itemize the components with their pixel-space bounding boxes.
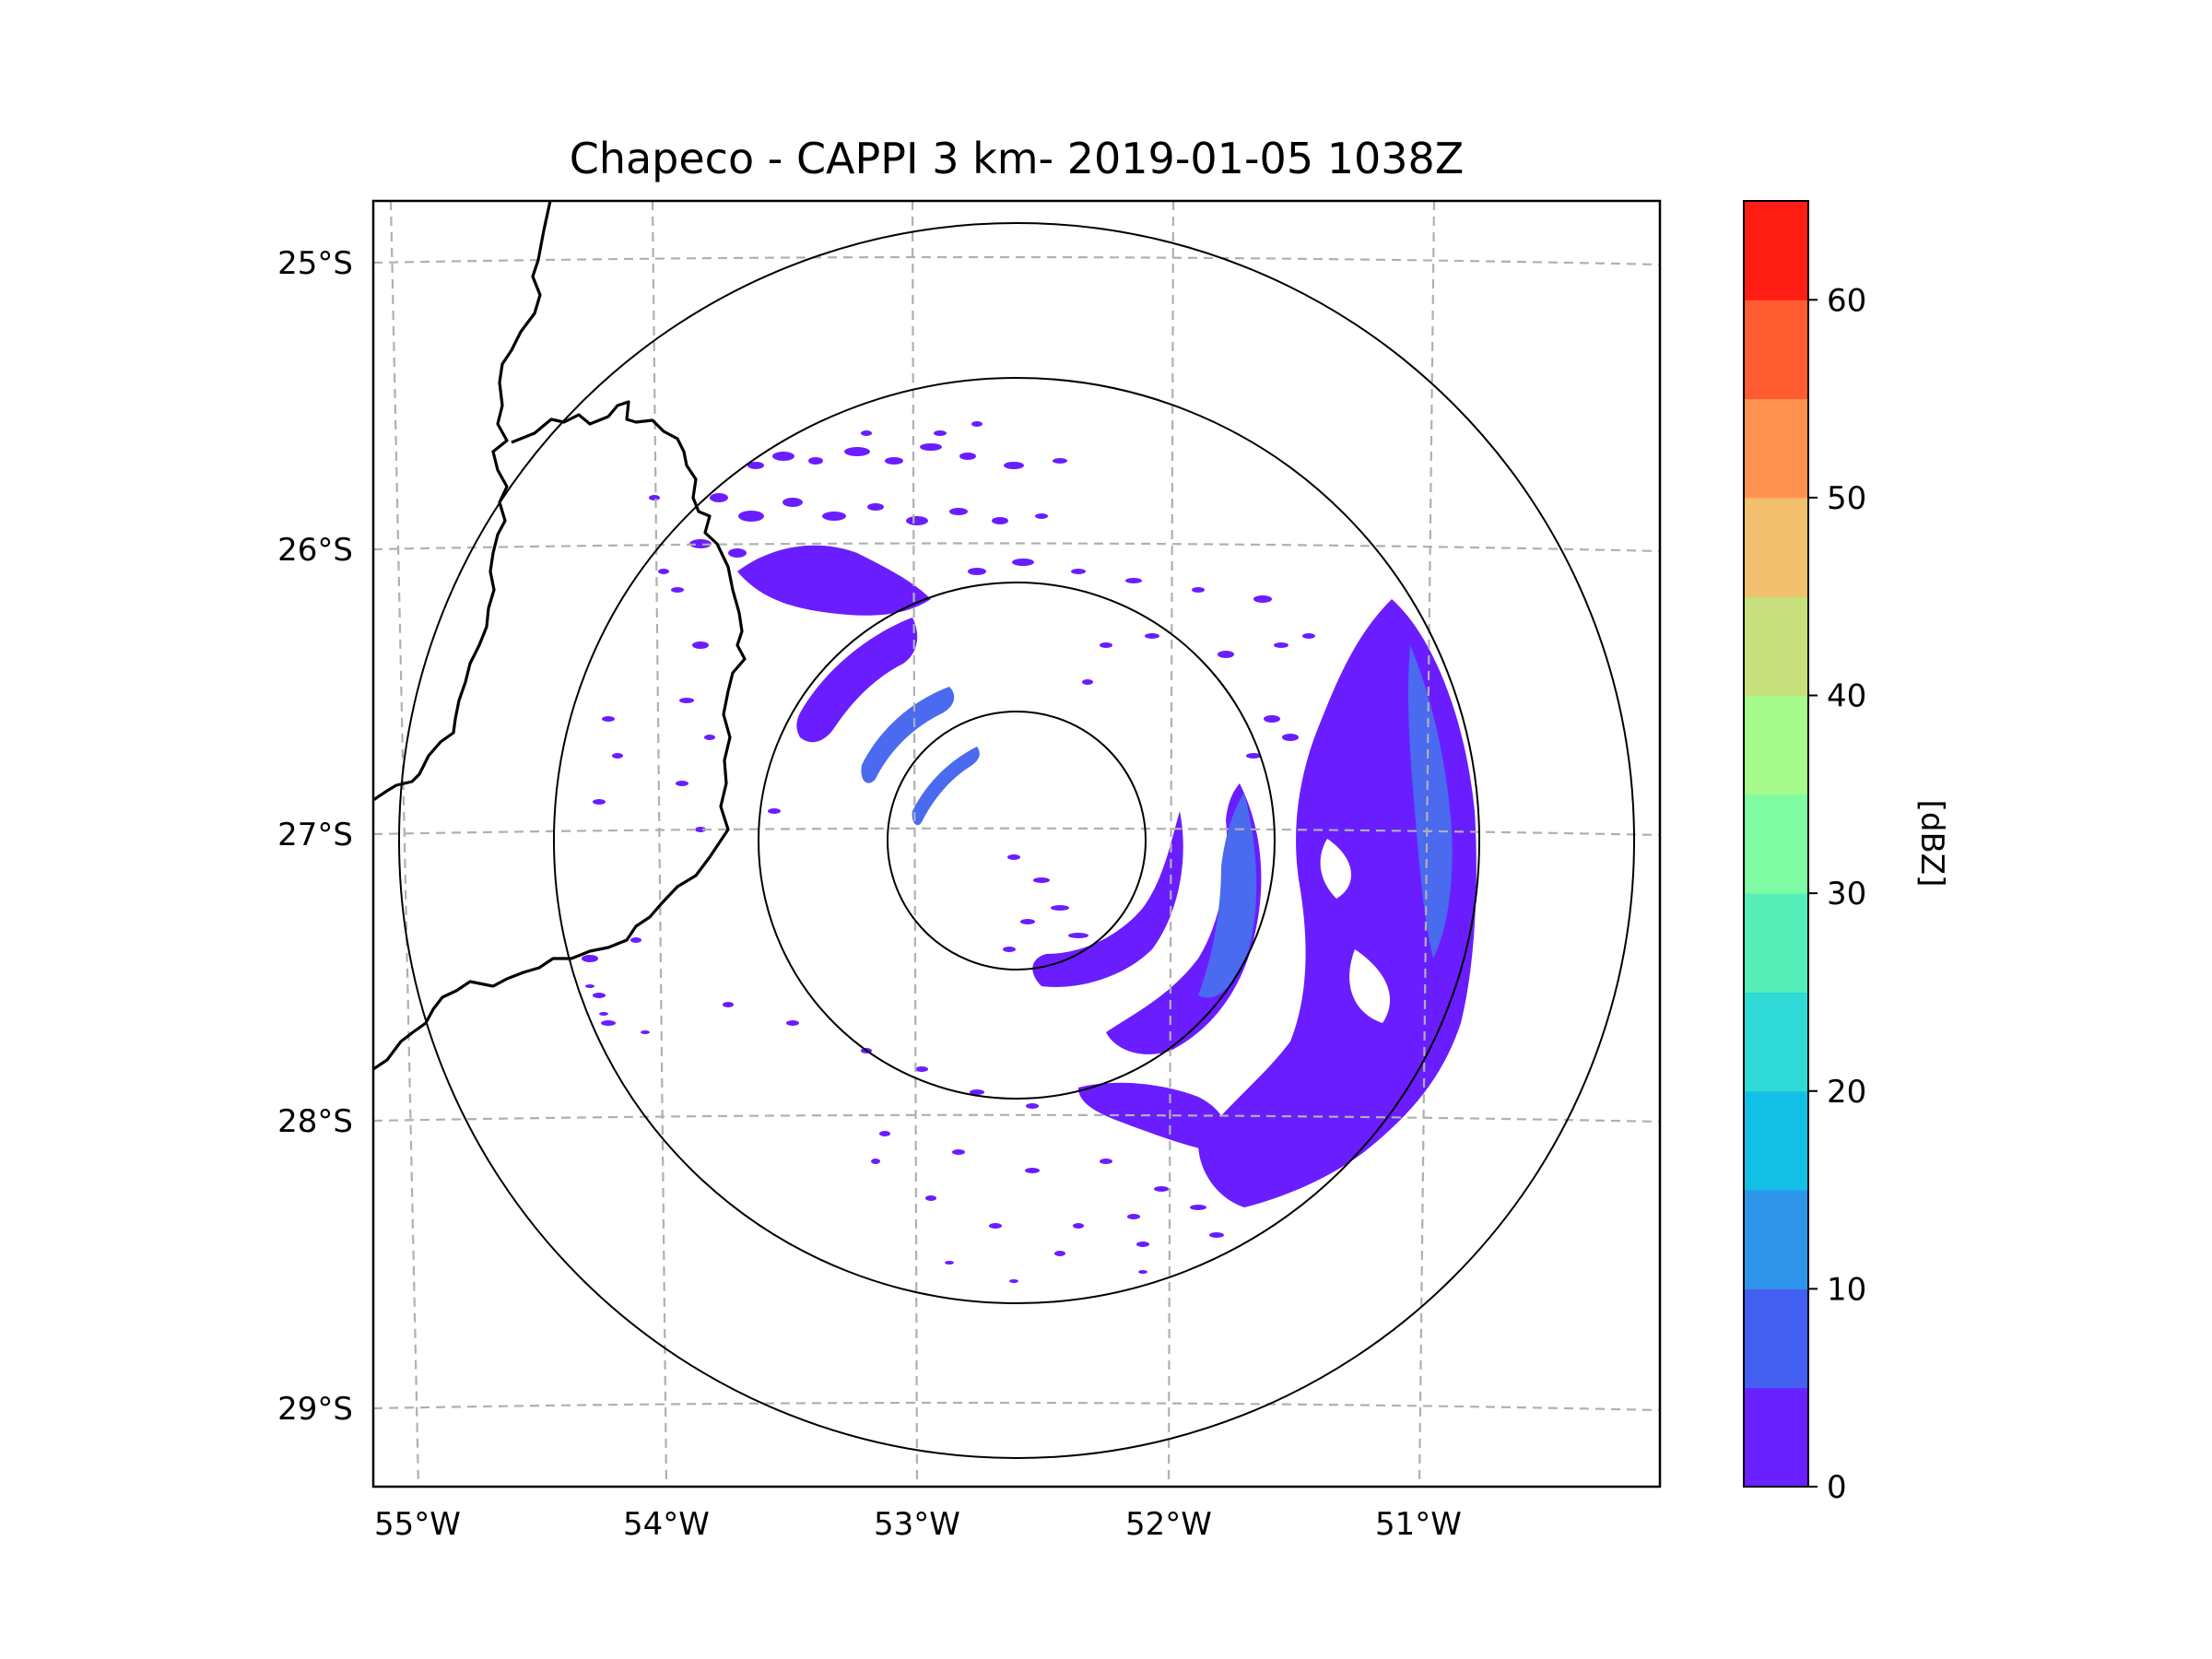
echo-speckles [582,421,1390,1283]
colorbar-segment [1744,992,1808,1092]
gridline-lon-54 [651,201,668,1487]
range-ring-4 [398,222,1635,1459]
echo-strong-point [1419,811,1427,824]
chart-title: Chapeco - CAPPI 3 km- 2019-01-05 1038Z [570,134,1465,183]
colorbar-segment [1744,201,1808,300]
range-rings [398,222,1635,1459]
colorbar-segment [1744,1190,1808,1289]
echo-inner-arc-south [1032,811,1183,987]
echo-strong-southeast-arc [1198,793,1257,998]
colorbar-ticks: 0 10 20 30 40 50 60 [1808,282,1866,1506]
lon-label-51: 51°W [1375,1506,1462,1543]
echo-south-cluster [1078,1082,1227,1152]
colorbar-segment [1744,398,1808,499]
lon-tick-labels: 55°W 54°W 53°W 52°W 51°W [374,1506,1462,1543]
colorbar-tick-label: 0 [1827,1469,1847,1506]
colorbar-segment [1744,1288,1808,1389]
range-ring-2 [758,582,1276,1100]
gridline-lon-51 [1418,201,1436,1487]
lat-label-29: 29°S [277,1391,353,1428]
colorbar-segment [1744,300,1808,400]
lon-label-52: 52°W [1125,1506,1212,1543]
map-panel: 25°S 26°S 27°S 28°S 29°S 55°W 54°W 53°W … [277,199,1662,1543]
map-frame [371,199,1662,1488]
radar-echoes [582,421,1477,1283]
gridline-lat-25 [373,255,1660,266]
colorbar-segment [1744,695,1808,795]
colorbar-segment [1744,1090,1808,1191]
echo-north-cluster [737,545,931,616]
gridline-lat-28 [373,1113,1660,1124]
colorbar-frame [1743,200,1809,1488]
lon-label-54: 54°W [623,1506,710,1543]
gridline-lat-29 [373,1401,1660,1412]
echo-strong-east-band [1407,645,1453,959]
range-ring-3 [553,377,1480,1304]
colorbar-segment [1744,497,1808,597]
colorbar-tick-label: 20 [1827,1074,1866,1111]
lat-label-25: 25°S [277,245,353,282]
border-argentina-paraguay [373,201,552,802]
gridline-lat-26 [373,542,1660,553]
colorbar-tick-label: 10 [1827,1271,1866,1308]
colorbar-tick-label: 30 [1827,876,1866,912]
range-ring-1 [887,711,1147,971]
lon-label-55: 55°W [374,1506,461,1543]
colorbar-label: [dBZ] [1913,800,1950,888]
gridlines [373,201,1660,1487]
border-brazil-argentina [373,400,747,1071]
gridline-lon-55 [389,201,420,1487]
country-borders [373,201,747,1071]
echo-strong-northwest-arc [861,687,955,783]
lat-label-27: 27°S [277,817,353,853]
lat-tick-labels: 25°S 26°S 27°S 28°S 29°S [277,245,353,1428]
colorbar-segments [1744,201,1808,1488]
colorbar-segment [1744,1387,1808,1488]
echo-strong-inner-arc [912,747,980,826]
colorbar-tick-label: 40 [1827,678,1866,715]
echo-east-field [1198,599,1477,1207]
lat-label-28: 28°S [277,1103,353,1140]
colorbar-segment [1744,794,1808,894]
gridline-lat-27 [373,827,1660,837]
colorbar-segment [1744,596,1808,697]
gridline-lon-53 [911,201,919,1487]
colorbar: 0 10 20 30 40 50 60 [dBZ] [1743,200,1950,1506]
lon-label-53: 53°W [874,1506,960,1543]
gridline-lon-52 [1167,201,1175,1487]
radar-echoes-strong [861,645,1453,998]
colorbar-tick-label: 60 [1827,282,1866,319]
colorbar-tick-label: 50 [1827,480,1866,517]
echo-northwest-arc [796,618,918,743]
colorbar-segment [1744,893,1808,993]
lat-label-26: 26°S [277,532,353,569]
